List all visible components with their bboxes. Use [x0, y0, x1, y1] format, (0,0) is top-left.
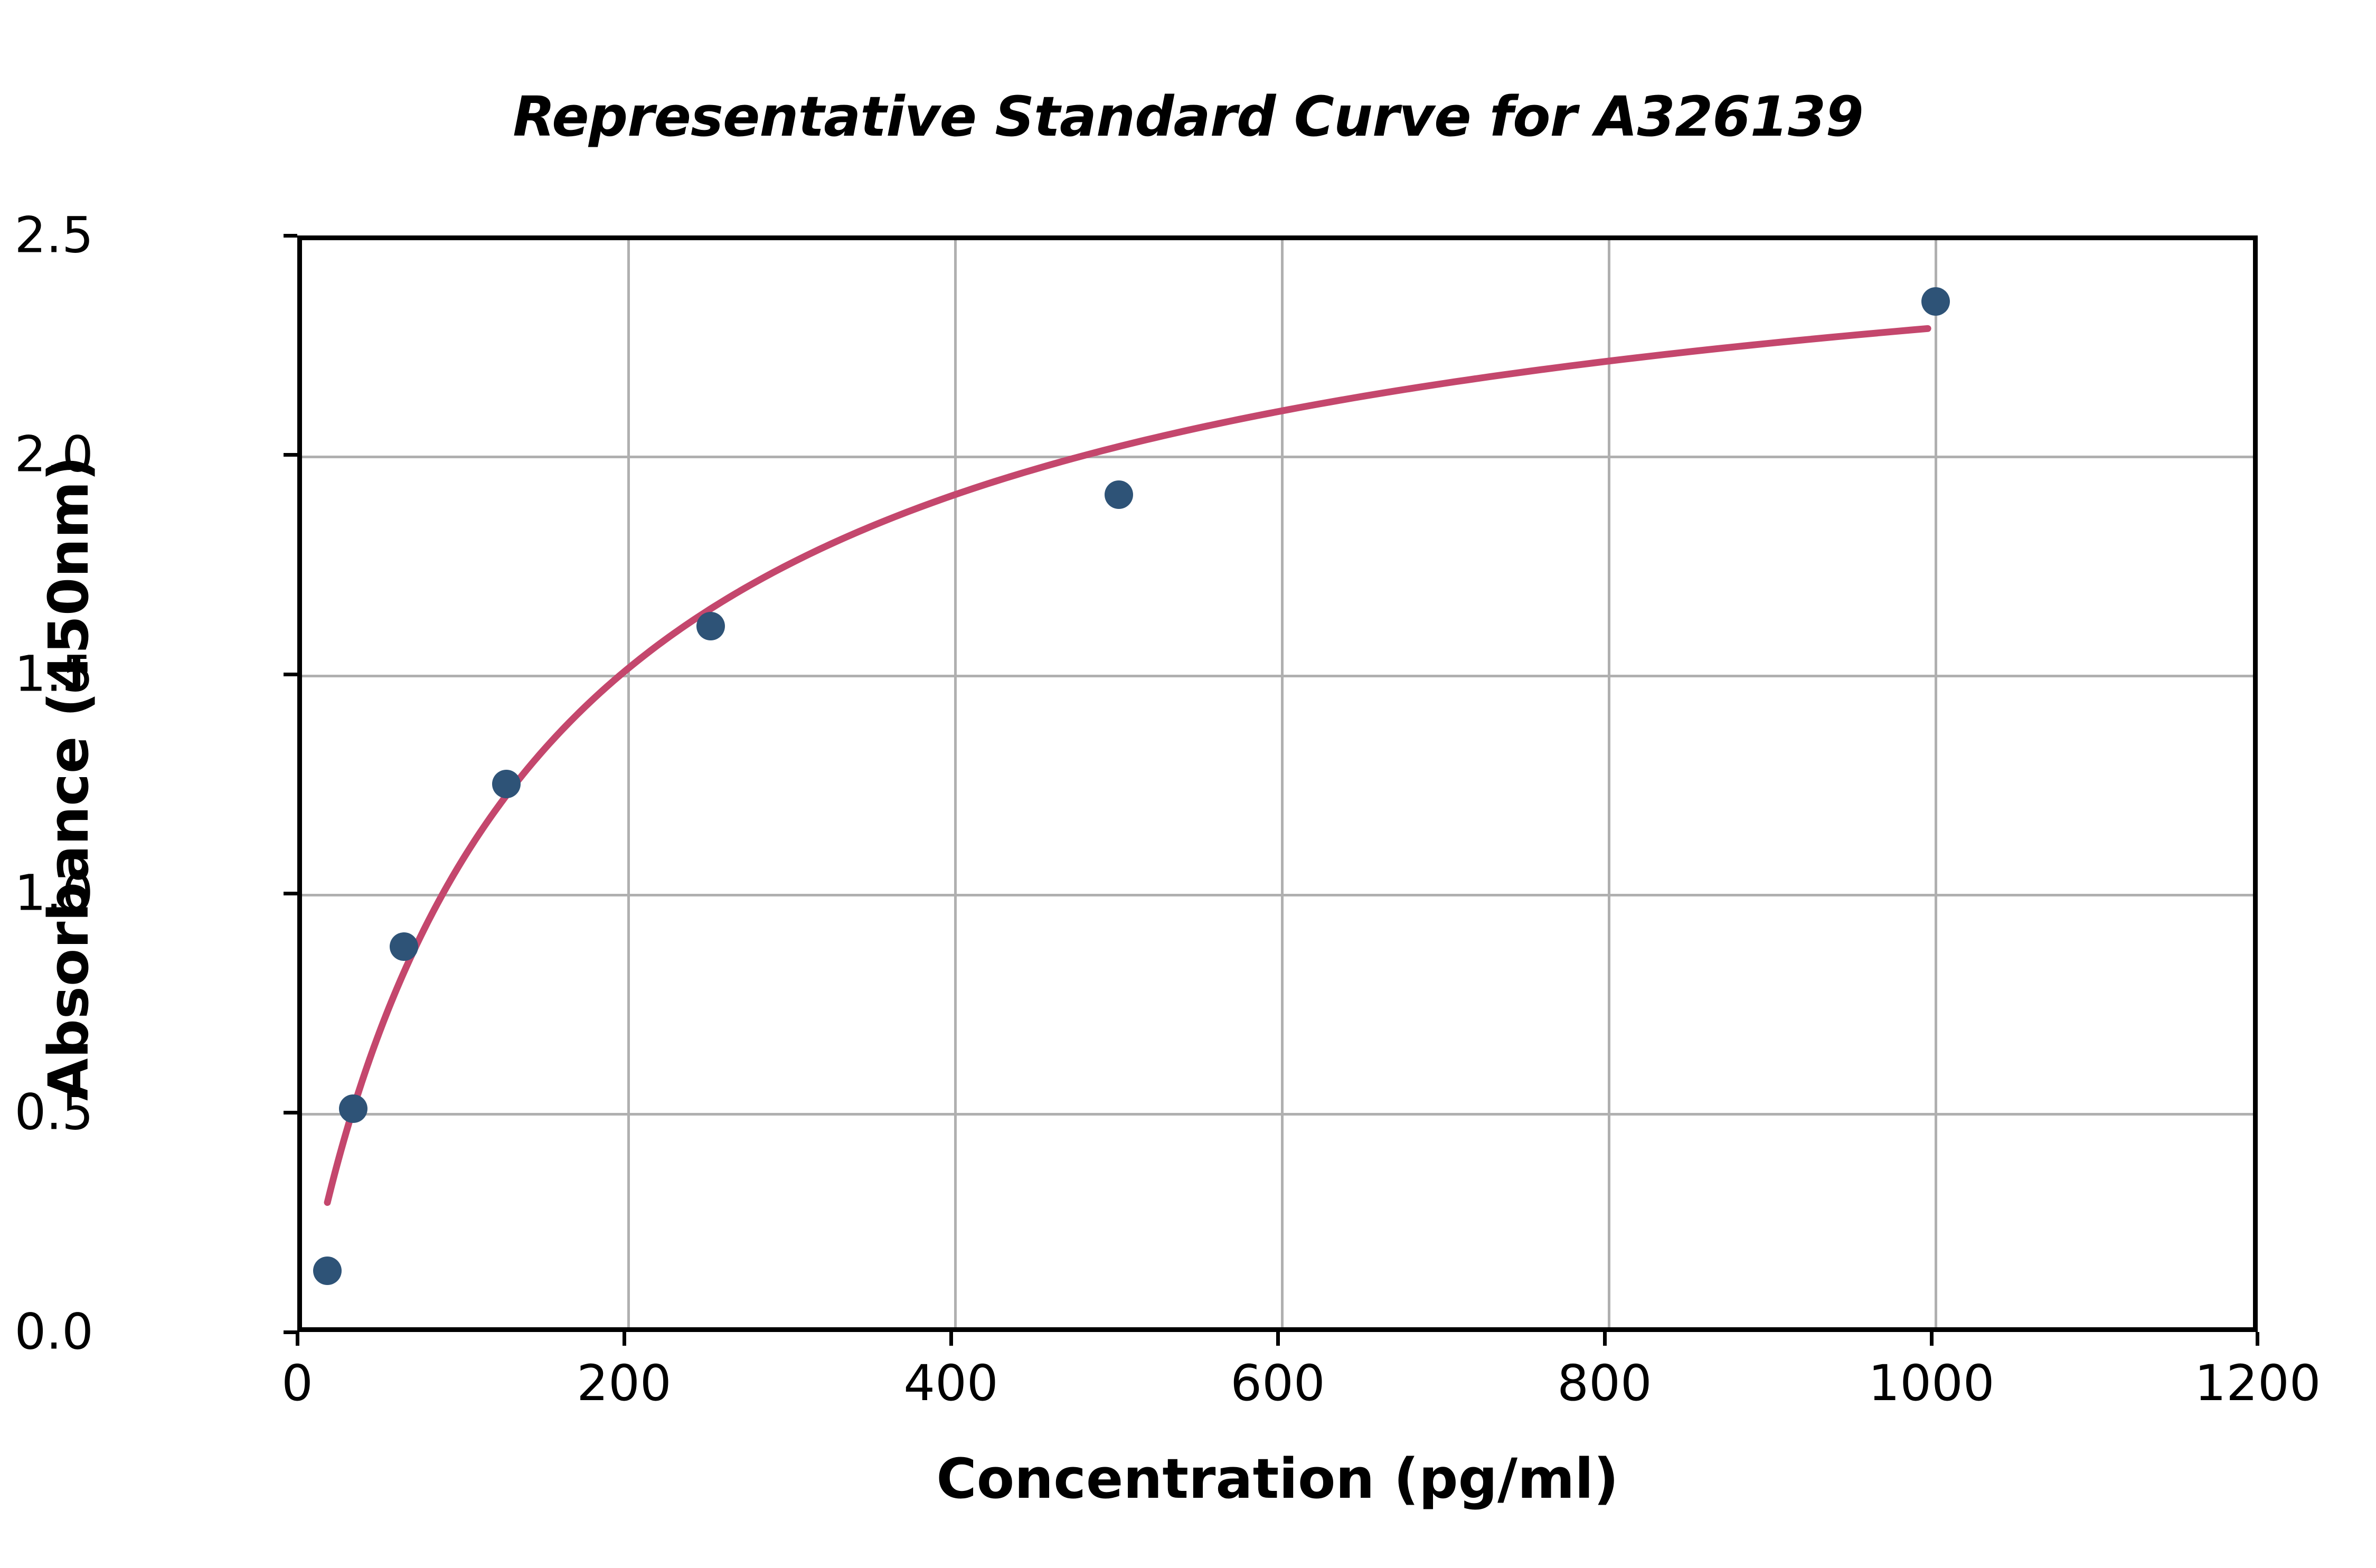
y-tick-label-0: 0.0	[14, 1303, 94, 1361]
y-tick-mark-2	[284, 892, 297, 895]
x-tick-mark-5	[1930, 1332, 1934, 1346]
data-point	[313, 1257, 342, 1286]
data-point	[338, 1094, 367, 1123]
y-tick-mark-4	[284, 453, 297, 457]
plot-inner	[302, 240, 2253, 1327]
gridline-y-1.0	[302, 894, 2253, 896]
x-tick-label-1: 200	[577, 1355, 672, 1412]
fitted-curve	[324, 325, 1931, 1206]
gridline-x-1000	[1935, 240, 1937, 1327]
x-tick-mark-3	[1276, 1332, 1280, 1346]
x-tick-label-4: 800	[1557, 1355, 1652, 1412]
x-tick-label-6: 1200	[2194, 1355, 2321, 1412]
x-tick-label-0: 0	[281, 1355, 313, 1412]
gridline-x-400	[954, 240, 957, 1327]
y-tick-label-2: 1.0	[14, 864, 94, 922]
gridline-x-800	[1608, 240, 1610, 1327]
x-tick-label-3: 600	[1230, 1355, 1325, 1412]
x-tick-mark-4	[1603, 1332, 1607, 1346]
plot-area	[297, 235, 2258, 1332]
gridline-y-1.5	[302, 675, 2253, 677]
chart-title: Representative Standard Curve for A32613…	[513, 84, 1863, 149]
y-axis-label: Absorbance (450nm)	[36, 456, 101, 1101]
x-axis-label: Concentration (pg/ml)	[936, 1447, 1619, 1511]
data-point	[492, 770, 521, 799]
y-tick-label-1: 0.5	[14, 1083, 94, 1141]
x-tick-label-5: 1000	[1868, 1355, 1995, 1412]
y-tick-mark-1	[284, 1111, 297, 1114]
x-tick-mark-6	[2256, 1332, 2259, 1346]
data-point	[1921, 287, 1950, 316]
x-tick-label-2: 400	[903, 1355, 998, 1412]
y-tick-label-5: 2.5	[14, 206, 94, 265]
x-tick-mark-1	[623, 1332, 626, 1346]
y-tick-mark-0	[284, 1330, 297, 1334]
data-point	[390, 932, 419, 961]
y-tick-mark-3	[284, 673, 297, 676]
gridline-x-600	[1281, 240, 1284, 1327]
gridline-y-0.5	[302, 1113, 2253, 1116]
gridline-y-2.0	[302, 456, 2253, 458]
data-point	[696, 612, 725, 641]
y-tick-label-3: 1.5	[14, 645, 94, 703]
x-tick-mark-2	[949, 1332, 953, 1346]
gridline-x-200	[627, 240, 630, 1327]
y-tick-mark-5	[284, 234, 297, 238]
x-tick-mark-0	[296, 1332, 299, 1346]
y-tick-label-4: 2.0	[14, 426, 94, 484]
data-point	[1105, 480, 1134, 509]
